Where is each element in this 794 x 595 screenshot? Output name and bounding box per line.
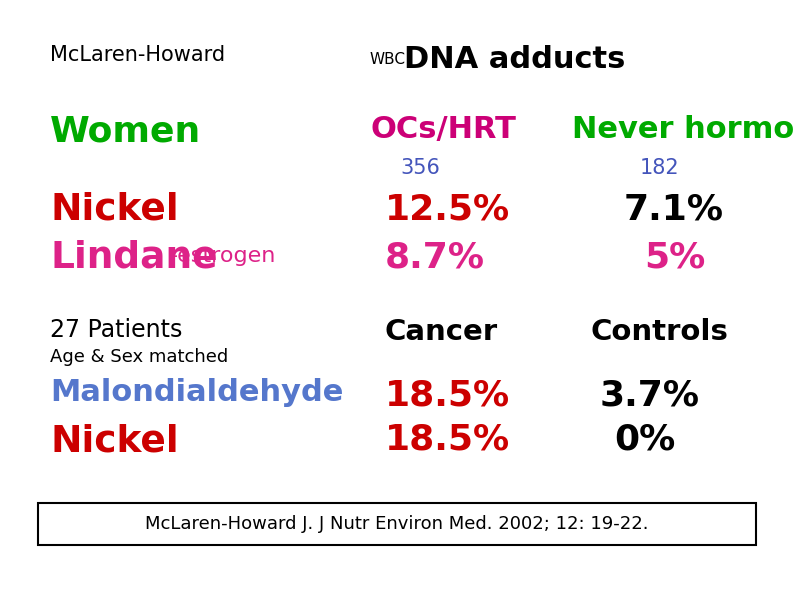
Text: 3.7%: 3.7% [600, 378, 700, 412]
Text: 182: 182 [640, 158, 680, 178]
Text: 18.5%: 18.5% [385, 423, 510, 457]
Text: Nickel: Nickel [50, 423, 179, 459]
Text: 356: 356 [400, 158, 440, 178]
Text: WBC: WBC [370, 52, 406, 67]
Text: 8.7%: 8.7% [385, 240, 485, 274]
Text: Lindane: Lindane [50, 240, 218, 276]
FancyBboxPatch shape [38, 503, 756, 545]
Text: OCs/HRT: OCs/HRT [370, 115, 516, 144]
Text: Malondialdehyde: Malondialdehyde [50, 378, 343, 407]
Text: Cancer: Cancer [385, 318, 498, 346]
Text: -estrogen: -estrogen [170, 246, 276, 266]
Text: 27 Patients: 27 Patients [50, 318, 183, 342]
Text: Nickel: Nickel [50, 192, 179, 228]
Text: McLaren-Howard J. J Nutr Environ Med. 2002; 12: 19-22.: McLaren-Howard J. J Nutr Environ Med. 20… [145, 515, 649, 533]
Text: 12.5%: 12.5% [385, 192, 510, 226]
Text: Age & Sex matched: Age & Sex matched [50, 348, 228, 366]
Text: McLaren-Howard: McLaren-Howard [50, 45, 225, 65]
Text: Women: Women [50, 115, 201, 149]
Text: Controls: Controls [590, 318, 728, 346]
Text: Never hormones?: Never hormones? [572, 115, 794, 144]
Text: DNA adducts: DNA adducts [404, 45, 626, 74]
Text: 0%: 0% [614, 423, 675, 457]
Text: 18.5%: 18.5% [385, 378, 510, 412]
Text: 5%: 5% [644, 240, 705, 274]
Text: 7.1%: 7.1% [624, 192, 724, 226]
